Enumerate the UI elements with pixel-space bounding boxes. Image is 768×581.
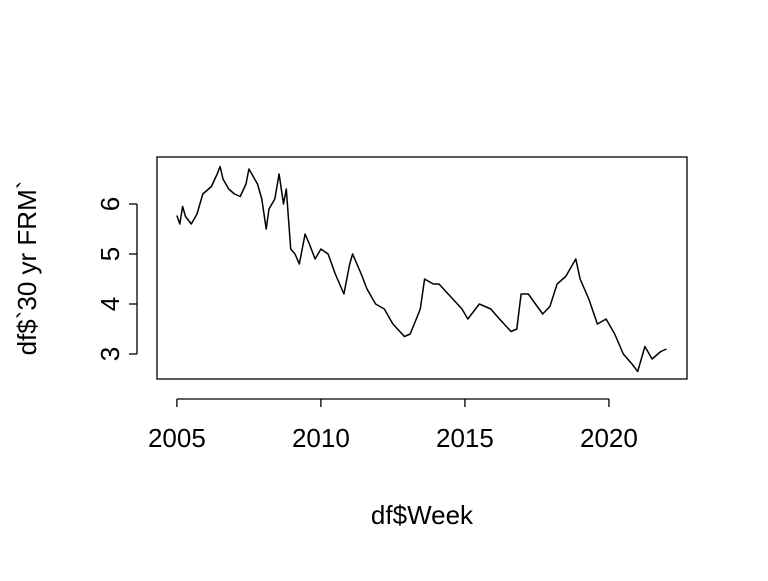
x-axis-label: df$Week [371,500,474,530]
x-tick-label: 2020 [580,423,638,453]
y-tick-label: 6 [95,197,125,211]
data-line [176,165,667,373]
x-tick-label: 2015 [436,423,494,453]
y-tick-label: 4 [95,297,125,311]
y-tick-label: 3 [95,347,125,361]
x-tick-label: 2010 [292,423,350,453]
x-tick-label: 2005 [148,423,206,453]
y-axis-label: df$`30 yr FRM` [12,181,42,356]
plot-box [156,156,688,380]
y-tick-label: 5 [95,247,125,261]
